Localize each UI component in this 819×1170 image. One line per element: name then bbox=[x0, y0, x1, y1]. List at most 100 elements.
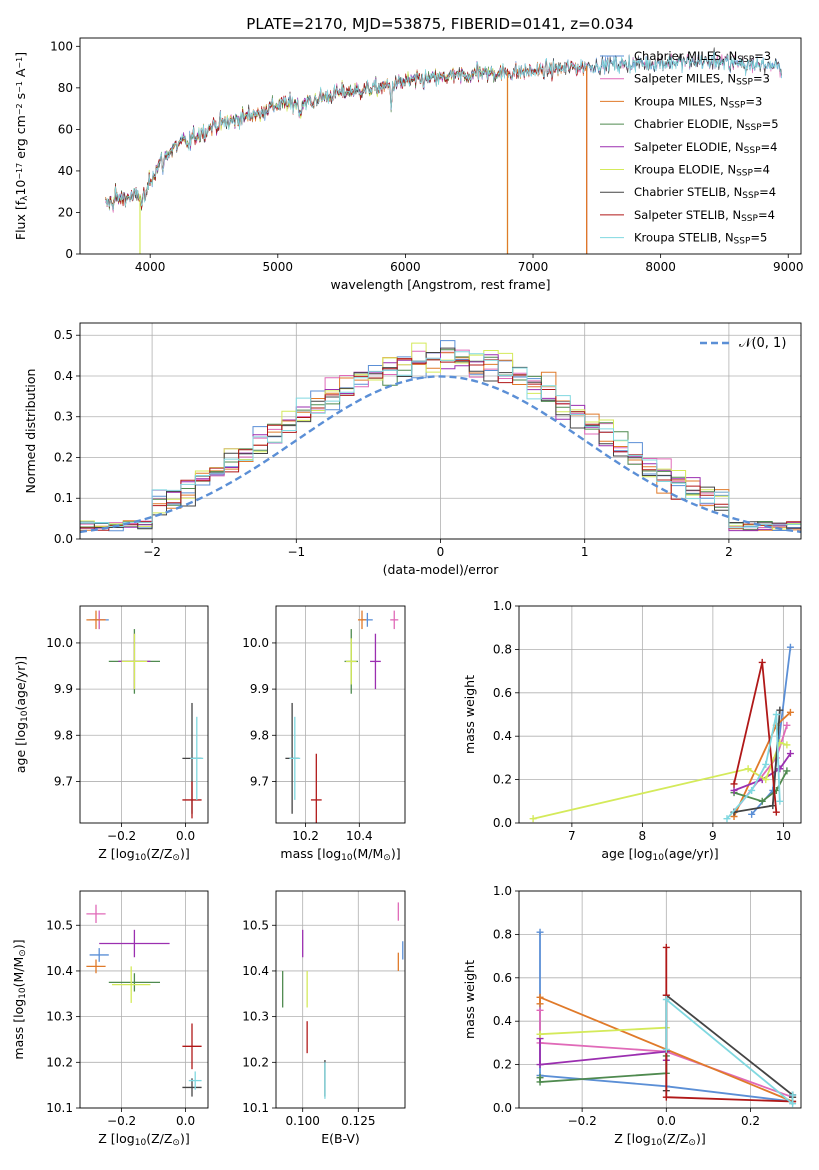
x-tick-label: 8000 bbox=[645, 260, 676, 274]
label-part: (data-model)/error bbox=[383, 562, 500, 577]
weight-marker-8 bbox=[762, 760, 770, 768]
label-part: N bbox=[727, 72, 736, 86]
weight-line-5 bbox=[532, 741, 788, 820]
y-tick-label: 0.6 bbox=[493, 686, 512, 700]
weight-marker-5 bbox=[762, 776, 770, 784]
weight-marker-4 bbox=[776, 765, 784, 773]
label-part: ⊙ bbox=[688, 1138, 696, 1148]
axes-frame bbox=[79, 890, 209, 1109]
axes-frame bbox=[79, 605, 209, 824]
y-tick-label: 10.3 bbox=[242, 1010, 269, 1024]
weight-marker-3 bbox=[783, 767, 791, 775]
x-axis-label: mass [log10(M/M⊙)] bbox=[280, 846, 400, 863]
label-part: Chabrier ELODIE, bbox=[634, 117, 736, 131]
label-part: N bbox=[734, 185, 743, 199]
label-part: −2 bbox=[15, 103, 24, 115]
y-tick-label: 0.4 bbox=[493, 1014, 512, 1028]
label-part: SSP bbox=[736, 169, 753, 179]
legend-entry-2: Kroupa MILES, NSSP=3 bbox=[634, 94, 762, 110]
label-part: erg cm bbox=[13, 115, 28, 163]
x-tick-label: 0.0 bbox=[657, 1114, 676, 1128]
weight-marker-8 bbox=[772, 711, 780, 718]
weight-marker-4 bbox=[536, 1061, 544, 1069]
legend-entry-5: Kroupa ELODIE, NSSP=4 bbox=[634, 163, 770, 179]
chart-weight_vs_z: −0.2 0.0 0.2 0.0 0.2 0.4 0.6 0.8 1.0 Z [log10(Z/Z… bbox=[462, 884, 802, 1148]
label-part: =5 bbox=[750, 231, 767, 245]
y-tick-label: 9.8 bbox=[250, 728, 269, 742]
y-tick-label: 80 bbox=[58, 81, 73, 95]
y-tick-label: 10.4 bbox=[242, 964, 269, 978]
gridlines bbox=[276, 606, 405, 823]
weight-marker-6 bbox=[776, 706, 784, 714]
weight-line-8 bbox=[665, 997, 794, 1106]
y-tick-label: 9.7 bbox=[250, 774, 269, 788]
x-tick-label: −1 bbox=[287, 545, 305, 559]
x-axis-label: E(B-V) bbox=[321, 1131, 360, 1146]
axes-frame bbox=[275, 890, 406, 1109]
weight-line-5 bbox=[539, 1026, 667, 1036]
axes-border bbox=[79, 37, 802, 255]
axes-frame bbox=[79, 37, 802, 255]
label-part: 10 bbox=[135, 853, 147, 863]
spectrum-line-5 bbox=[105, 63, 508, 210]
y-tick-label: 10.3 bbox=[46, 1010, 73, 1024]
label-part: wavelength [Angstrom, rest frame] bbox=[330, 277, 550, 292]
chart-mass_vs_ebv: 0.100 0.125 10.1 10.2 10.3 10.4 10.5 E(B-V) bbox=[242, 890, 406, 1146]
label-part: =5 bbox=[762, 117, 779, 131]
y-tick-label: 0.2 bbox=[493, 773, 512, 787]
label-part: A bbox=[13, 68, 28, 81]
label-part: (age/yr)] bbox=[664, 846, 719, 861]
label-part: mass [log bbox=[11, 999, 26, 1060]
gridlines bbox=[276, 891, 405, 1109]
weight-line-1 bbox=[539, 1010, 793, 1099]
y-tick-label: 0.3 bbox=[54, 410, 73, 424]
label-part: N bbox=[727, 163, 736, 177]
charts-layer: 4000 5000 6000 7000 8000 9000020406080100wave… bbox=[11, 37, 804, 1148]
x-axis-label: wavelength [Angstrom, rest frame] bbox=[330, 277, 550, 292]
y-tick-label: 40 bbox=[58, 164, 73, 178]
label-part: SSP bbox=[742, 191, 759, 201]
y-tick-label: 9.7 bbox=[54, 774, 73, 788]
x-tick-label: −0.2 bbox=[568, 1114, 597, 1128]
label-part: N bbox=[725, 231, 734, 245]
label-part: ⊙ bbox=[18, 949, 28, 957]
spectrum-line-7 bbox=[105, 60, 587, 210]
label-part: mass weight bbox=[462, 675, 477, 754]
y-tick-label: 20 bbox=[58, 205, 73, 219]
legend: 𝒩(0, 1) bbox=[700, 336, 786, 351]
label-part: N bbox=[735, 140, 744, 154]
label-part: )] bbox=[391, 846, 401, 861]
x-tick-label: 0 bbox=[437, 545, 445, 559]
y-tick-label: 10.1 bbox=[46, 1101, 73, 1115]
y-tick-label: 10.5 bbox=[242, 918, 269, 932]
label-part: SSP bbox=[744, 146, 761, 156]
y-tick-label: 0.0 bbox=[54, 532, 73, 546]
figure-title: PLATE=2170, MJD=53875, FIBERID=0141, z=0… bbox=[246, 15, 633, 33]
axes-border bbox=[275, 890, 406, 1109]
x-tick-label: 0.0 bbox=[176, 1114, 195, 1128]
gridlines bbox=[519, 605, 801, 824]
weight-marker-2 bbox=[536, 993, 544, 1001]
axes-border bbox=[518, 890, 802, 1109]
label-part: SSP bbox=[729, 101, 746, 111]
ticks: 0.100 0.125 10.1 10.2 10.3 10.4 10.5 bbox=[242, 918, 375, 1128]
histogram-2 bbox=[80, 352, 801, 531]
label-part: (Z/Z bbox=[146, 1131, 172, 1146]
weight-marker-1 bbox=[783, 721, 791, 729]
y-tick-label: 0 bbox=[65, 247, 73, 261]
label-part: E(B-V) bbox=[321, 1131, 360, 1146]
label-part: Kroupa STELIB, bbox=[634, 231, 725, 245]
y-tick-label: 0.0 bbox=[493, 816, 512, 830]
label-part: Kroupa ELODIE, bbox=[634, 163, 727, 177]
y-tick-label: 0.2 bbox=[493, 1058, 512, 1072]
label-part: N bbox=[729, 49, 738, 63]
weight-marker-7 bbox=[772, 808, 780, 816]
weight-marker-8 bbox=[789, 1091, 797, 1099]
label-part: mass [log bbox=[280, 846, 341, 861]
weight-line-6 bbox=[665, 993, 794, 1098]
plot-area bbox=[86, 904, 202, 1097]
label-part: Salpeter ELODIE, bbox=[634, 140, 735, 154]
ticks: 7 8 9 10 0.0 0.2 0.4 0.6 0.8 1.0 bbox=[493, 599, 791, 843]
